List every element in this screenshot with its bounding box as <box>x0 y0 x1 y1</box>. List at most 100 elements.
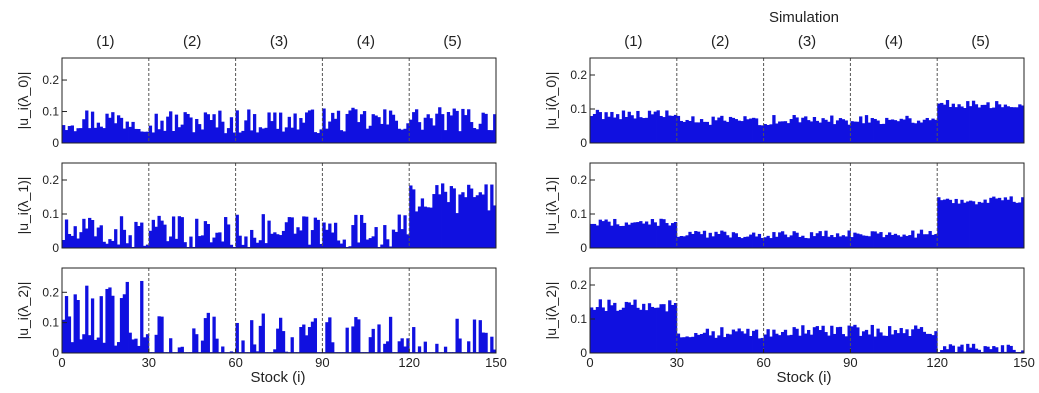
bar-right-top-94 <box>861 123 866 143</box>
bar-left-bottom-9 <box>88 335 92 353</box>
bar-left-top-20 <box>119 117 124 143</box>
bar-right-middle-37 <box>697 231 701 248</box>
bar-left-bottom-62 <box>241 340 245 353</box>
bar-left-bottom-28 <box>143 337 147 353</box>
bar-left-middle-105 <box>365 239 370 248</box>
bar-right-middle-95 <box>864 235 869 248</box>
bar-right-bottom-94 <box>861 331 866 353</box>
bar-right-middle-52 <box>740 238 744 248</box>
bar-right-top-0 <box>590 116 594 143</box>
bar-left-middle-25 <box>134 221 138 248</box>
bar-left-middle-137 <box>458 194 462 248</box>
bar-left-middle-8 <box>85 228 89 248</box>
bar-right-top-123 <box>945 100 950 143</box>
segment-label: (1) <box>96 33 114 50</box>
bar-left-bottom-100 <box>351 326 355 353</box>
bar-left-middle-92 <box>328 223 332 248</box>
bar-left-top-149 <box>493 114 497 143</box>
bar-right-top-15 <box>633 118 637 143</box>
bar-left-middle-53 <box>215 232 219 248</box>
bar-right-bottom-140 <box>995 347 999 353</box>
bar-left-middle-118 <box>403 215 407 248</box>
bar-right-top-18 <box>642 118 646 143</box>
bar-right-bottom-62 <box>769 336 773 353</box>
bar-right-top-113 <box>916 120 921 143</box>
bar-left-middle-147 <box>487 210 491 248</box>
bar-left-top-43 <box>186 113 190 143</box>
bar-left-middle-127 <box>429 207 433 248</box>
bar-right-top-7 <box>610 111 614 143</box>
bar-left-middle-73 <box>273 232 277 248</box>
bar-right-top-39 <box>702 121 707 143</box>
bar-right-middle-41 <box>708 232 712 248</box>
bar-right-middle-132 <box>971 201 976 248</box>
bar-right-bottom-13 <box>627 302 631 353</box>
bar-left-middle-20 <box>119 216 124 248</box>
bar-right-middle-78 <box>815 233 819 248</box>
bar-left-top-35 <box>163 130 167 143</box>
bar-right-bottom-146 <box>1012 349 1016 353</box>
bar-left-middle-126 <box>426 207 430 248</box>
bar-right-top-69 <box>789 119 793 143</box>
bar-right-middle-51 <box>737 237 741 248</box>
bar-right-bottom-48 <box>728 334 733 353</box>
bar-left-top-89 <box>319 129 323 143</box>
bar-right-middle-39 <box>702 230 707 248</box>
y-tick-label: 0 <box>52 241 59 255</box>
bar-left-bottom-148 <box>490 336 494 353</box>
bar-left-bottom-121 <box>412 327 416 353</box>
bar-left-bottom-33 <box>157 316 161 353</box>
bar-right-middle-68 <box>786 237 791 248</box>
bar-left-bottom-46 <box>195 334 199 353</box>
bar-right-top-101 <box>882 123 886 143</box>
bar-left-middle-120 <box>409 185 413 248</box>
bar-right-bottom-58 <box>757 338 762 353</box>
bar-left-top-80 <box>293 113 297 143</box>
bar-right-top-80 <box>821 118 825 143</box>
bar-left-bottom-87 <box>313 318 318 353</box>
bar-left-top-52 <box>212 114 216 143</box>
bar-left-middle-96 <box>339 243 344 248</box>
bar-left-top-18 <box>114 123 118 143</box>
bar-left-top-138 <box>461 108 465 143</box>
bar-left-bottom-76 <box>281 331 286 353</box>
bar-right-top-92 <box>856 121 860 143</box>
bar-left-middle-89 <box>319 243 323 248</box>
bar-right-bottom-41 <box>708 335 712 353</box>
bar-left-bottom-11 <box>93 339 98 353</box>
segment-label: (4) <box>885 33 903 50</box>
bar-left-middle-41 <box>180 217 184 248</box>
bar-left-middle-72 <box>270 233 274 248</box>
bar-right-top-27 <box>668 115 672 143</box>
bar-right-top-134 <box>977 107 981 143</box>
bar-right-top-128 <box>960 106 964 143</box>
bar-left-middle-33 <box>157 215 161 248</box>
bar-left-bottom-2 <box>67 316 72 353</box>
bar-left-middle-49 <box>203 221 208 248</box>
bar-left-bottom-68 <box>258 325 263 353</box>
bar-left-middle-56 <box>224 217 228 248</box>
bar-right-bottom-42 <box>711 331 715 353</box>
bar-left-middle-84 <box>305 216 309 248</box>
bar-left-bottom-93 <box>331 342 335 353</box>
bar-left-bottom-25 <box>134 338 138 353</box>
bar-right-top-36 <box>694 122 698 143</box>
bar-right-bottom-32 <box>682 337 686 353</box>
bar-right-top-147 <box>1015 107 1019 143</box>
bar-left-middle-4 <box>73 226 77 248</box>
bar-left-middle-138 <box>461 192 465 248</box>
bar-right-middle-143 <box>1003 197 1008 248</box>
bar-left-middle-30 <box>148 230 153 248</box>
bar-left-top-15 <box>105 113 109 143</box>
bar-right-top-11 <box>621 110 626 143</box>
bar-left-middle-15 <box>105 243 109 248</box>
bar-right-bottom-29 <box>673 303 678 353</box>
y-tick-label: 0 <box>580 346 587 360</box>
bar-right-top-112 <box>914 123 918 143</box>
bar-right-bottom-84 <box>833 333 837 353</box>
bar-right-top-1 <box>592 113 597 143</box>
x-tick-label: 60 <box>756 355 770 370</box>
bar-left-top-48 <box>200 129 205 143</box>
bar-left-middle-119 <box>406 234 410 248</box>
bar-right-top-121 <box>940 102 944 143</box>
